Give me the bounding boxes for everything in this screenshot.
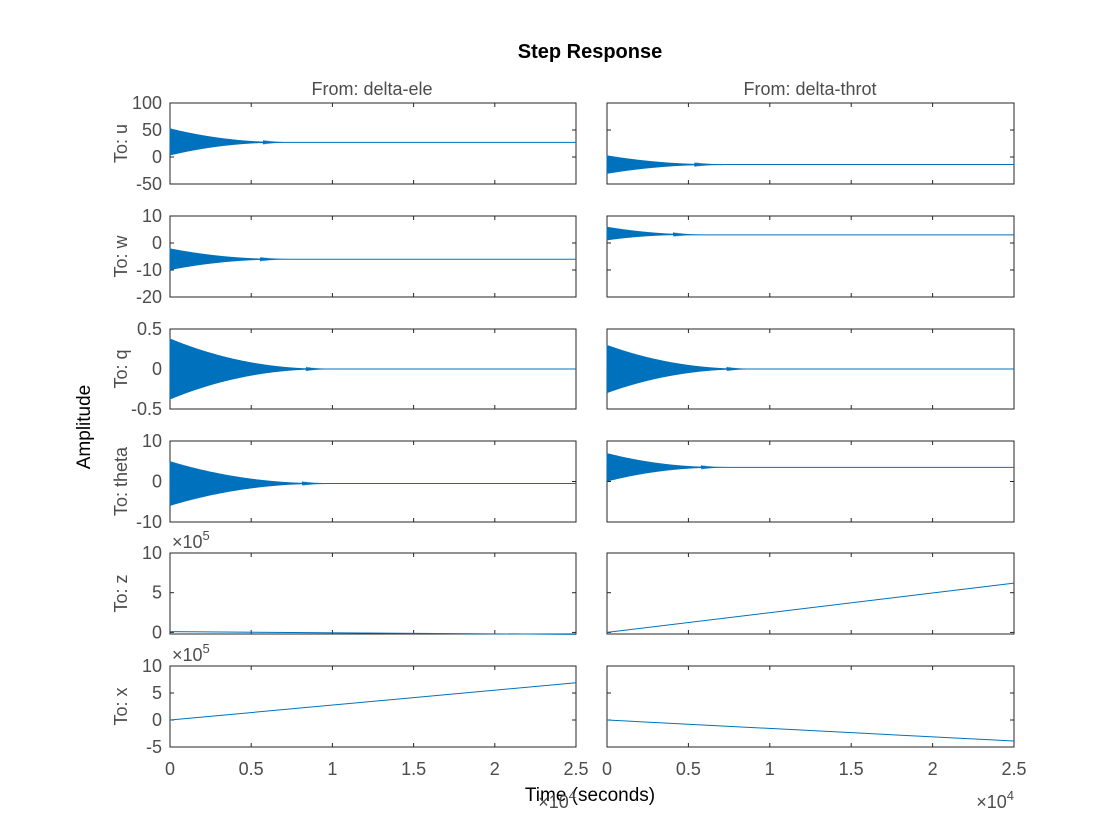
- subplot-u-delta-ele: -50 0 50 100: [132, 93, 577, 194]
- step-response-line: [606, 226, 1014, 241]
- y-tick-label: -0.5: [131, 399, 162, 419]
- subplot-theta-delta-ele: -10 0 10: [136, 431, 577, 532]
- x-tick-label: 2.5: [563, 759, 588, 779]
- y-tick-label: 0.5: [137, 319, 162, 339]
- x-tick-label: 1.5: [401, 759, 426, 779]
- axes-frame: [169, 215, 577, 298]
- y-tick-label: 10: [142, 656, 162, 676]
- y-tick-label: 10: [142, 206, 162, 226]
- y-tick-label: -10: [136, 512, 162, 532]
- output-label-w: To: w: [111, 234, 131, 277]
- y-tick-label: 0: [152, 359, 162, 379]
- x-exponent-label: ×104: [538, 788, 576, 812]
- step-response-line: [169, 338, 576, 400]
- x-tick-label: 0: [165, 759, 175, 779]
- axes-frame: [606, 215, 1015, 298]
- x-tick-label: 0: [602, 759, 612, 779]
- axes-frame: [169, 552, 577, 635]
- step-response-line: [606, 453, 1014, 482]
- input-label-delta-ele: From: delta-ele: [311, 79, 432, 99]
- step-response-line: [606, 582, 1015, 633]
- y-tick-label: 5: [152, 583, 162, 603]
- step-response-line: [606, 719, 1015, 742]
- step-response-line: [169, 682, 577, 721]
- y-tick-label: 10: [142, 543, 162, 563]
- y-tick-label: -5: [146, 737, 162, 757]
- subplot-q-delta-ele: -0.5 0 0.5: [131, 319, 577, 419]
- x-tick-label: 2.5: [1001, 759, 1026, 779]
- subplot-z-delta-throt: [606, 552, 1015, 635]
- output-label-z: To: z: [111, 574, 131, 612]
- output-label-u: To: u: [111, 124, 131, 163]
- output-label-q: To: q: [111, 349, 131, 388]
- x-tick-label: 1.5: [839, 759, 864, 779]
- subplot-w-delta-throt: [606, 215, 1015, 298]
- step-response-line: [606, 344, 1014, 393]
- output-label-theta: To: theta: [111, 446, 131, 516]
- x-exponent-label: ×104: [976, 788, 1014, 812]
- input-label-delta-throt: From: delta-throt: [743, 79, 876, 99]
- x-tick-label: 2: [928, 759, 938, 779]
- y-tick-label: -20: [136, 287, 162, 307]
- y-tick-label: 0: [152, 710, 162, 730]
- subplot-w-delta-ele: -20 -10 0 10: [136, 206, 577, 307]
- y-tick-label: 100: [132, 93, 162, 113]
- x-tick-label: 1: [327, 759, 337, 779]
- axes-frame: [606, 552, 1015, 635]
- chart-title: Step Response: [518, 41, 662, 63]
- step-response-line: [606, 155, 1014, 174]
- y-tick-label: 5: [152, 683, 162, 703]
- y-tick-label: -10: [136, 260, 162, 280]
- x-tick-label: 0.5: [239, 759, 264, 779]
- y-tick-label: 0: [152, 147, 162, 167]
- axes-frame: [606, 102, 1015, 185]
- x-tick-label: 0.5: [676, 759, 701, 779]
- y-tick-label: -50: [136, 174, 162, 194]
- y-axis-label: Amplitude: [74, 385, 95, 470]
- subplot-q-delta-throt: [606, 328, 1015, 410]
- step-response-line: [169, 128, 576, 156]
- y-tick-label: 0: [152, 622, 162, 642]
- y-tick-label: 50: [142, 120, 162, 140]
- axes-frame: [606, 665, 1015, 748]
- y-exponent-label: ×105: [172, 528, 210, 552]
- subplot-theta-delta-throt: [606, 440, 1015, 523]
- step-response-line: [169, 248, 576, 270]
- step-response-line: [169, 461, 576, 506]
- output-label-x: To: x: [111, 687, 131, 725]
- x-tick-label: 1: [765, 759, 775, 779]
- y-tick-label: 0: [152, 233, 162, 253]
- y-exponent-label: ×105: [172, 641, 210, 665]
- axes-frame: [169, 665, 577, 748]
- x-axis-label: Time (seconds): [525, 785, 655, 806]
- step-response-line: [169, 631, 577, 635]
- y-tick-label: 10: [142, 431, 162, 451]
- x-tick-label: 2: [490, 759, 500, 779]
- subplot-x-delta-throt: 0 0.5 1 1.5 2 2.5: [602, 665, 1027, 779]
- y-tick-label: 0: [152, 472, 162, 492]
- axes-frame: [606, 440, 1015, 523]
- subplot-u-delta-throt: [606, 102, 1015, 185]
- subplot-z-delta-ele: 0 5 10 ×105: [142, 528, 577, 642]
